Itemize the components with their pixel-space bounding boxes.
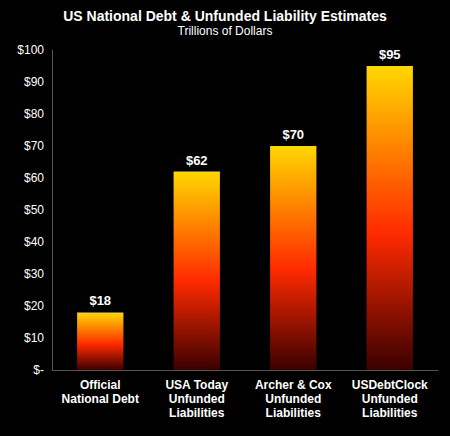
svg-text:USA Today: USA Today [165,378,228,392]
svg-text:$80: $80 [24,107,44,121]
svg-text:$50: $50 [24,203,44,217]
svg-text:Trillions of Dollars: Trillions of Dollars [178,24,273,38]
svg-text:$20: $20 [24,299,44,313]
svg-text:USDebtClock: USDebtClock [352,378,428,392]
svg-text:$60: $60 [24,171,44,185]
svg-text:$62: $62 [186,153,208,168]
svg-text:$100: $100 [17,43,44,57]
svg-text:Official: Official [80,378,121,392]
svg-text:Liabilities: Liabilities [266,406,322,420]
svg-text:$30: $30 [24,267,44,281]
svg-text:$40: $40 [24,235,44,249]
svg-text:$-: $- [33,363,44,377]
svg-text:Liabilities: Liabilities [362,406,418,420]
svg-text:Unfunded: Unfunded [265,392,321,406]
svg-text:Unfunded: Unfunded [169,392,225,406]
svg-text:$95: $95 [379,47,401,62]
svg-text:$70: $70 [24,139,44,153]
svg-text:Archer & Cox: Archer & Cox [255,378,332,392]
svg-text:$90: $90 [24,75,44,89]
svg-text:Unfunded: Unfunded [362,392,418,406]
svg-text:US National Debt & Unfunded Li: US National Debt & Unfunded Liability Es… [63,8,387,24]
svg-text:$70: $70 [282,127,304,142]
svg-text:$10: $10 [24,331,44,345]
svg-text:Liabilities: Liabilities [169,406,225,420]
svg-text:$18: $18 [89,293,111,308]
svg-text:National Debt: National Debt [62,392,139,406]
